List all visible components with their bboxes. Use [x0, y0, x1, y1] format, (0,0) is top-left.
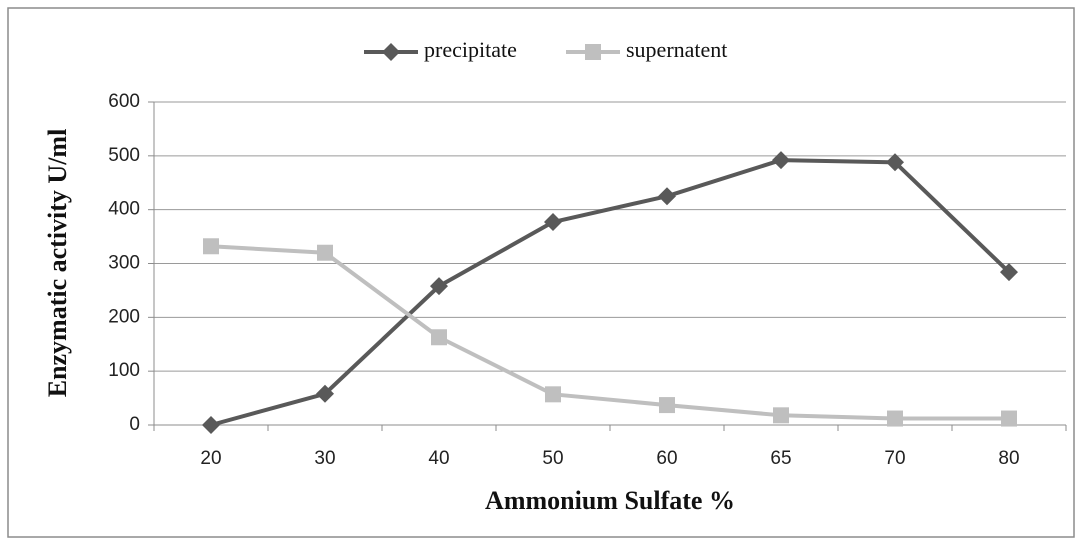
x-tick-label: 40: [428, 448, 449, 469]
legend-marker: [585, 44, 601, 60]
legend-label: precipitate: [424, 37, 517, 62]
legend-marker: [382, 43, 400, 61]
x-tick-label: 65: [770, 448, 791, 469]
data-point: [658, 187, 676, 206]
legend-label: supernatent: [626, 37, 727, 62]
data-point: [317, 244, 333, 261]
y-tick-label: 600: [108, 91, 140, 112]
y-tick-label: 500: [108, 145, 140, 166]
series-line: [210, 158, 1011, 427]
y-tick-label: 300: [108, 253, 140, 274]
data-point: [545, 386, 561, 403]
y-tick-label: 200: [108, 306, 140, 327]
chart-frame: [7, 7, 1075, 538]
y-axis-label: Enzymatic activity U/ml: [43, 129, 72, 398]
x-tick-label: 70: [884, 448, 905, 469]
data-point: [659, 397, 675, 414]
x-tick-label: 80: [998, 448, 1019, 469]
x-tick-label: 20: [200, 448, 221, 469]
data-point: [1001, 410, 1017, 427]
data-point: [430, 277, 448, 296]
data-point: [886, 153, 904, 172]
data-point: [316, 384, 334, 403]
x-tick-label: 60: [656, 448, 677, 469]
data-point: [202, 416, 220, 434]
x-tick-label: 50: [542, 448, 563, 469]
data-point: [431, 329, 447, 346]
y-tick-label: 400: [108, 199, 140, 220]
x-tick-label: 30: [314, 448, 335, 469]
data-point: [887, 410, 903, 427]
y-tick-label: 100: [108, 360, 140, 381]
data-point: [772, 151, 790, 170]
data-point: [203, 238, 219, 255]
data-point: [544, 213, 562, 232]
series-line: [210, 244, 1009, 421]
data-point: [1000, 263, 1018, 282]
data-point: [773, 407, 789, 424]
y-tick-label: 0: [129, 414, 140, 435]
x-axis-label: Ammonium Sulfate %: [485, 486, 735, 515]
